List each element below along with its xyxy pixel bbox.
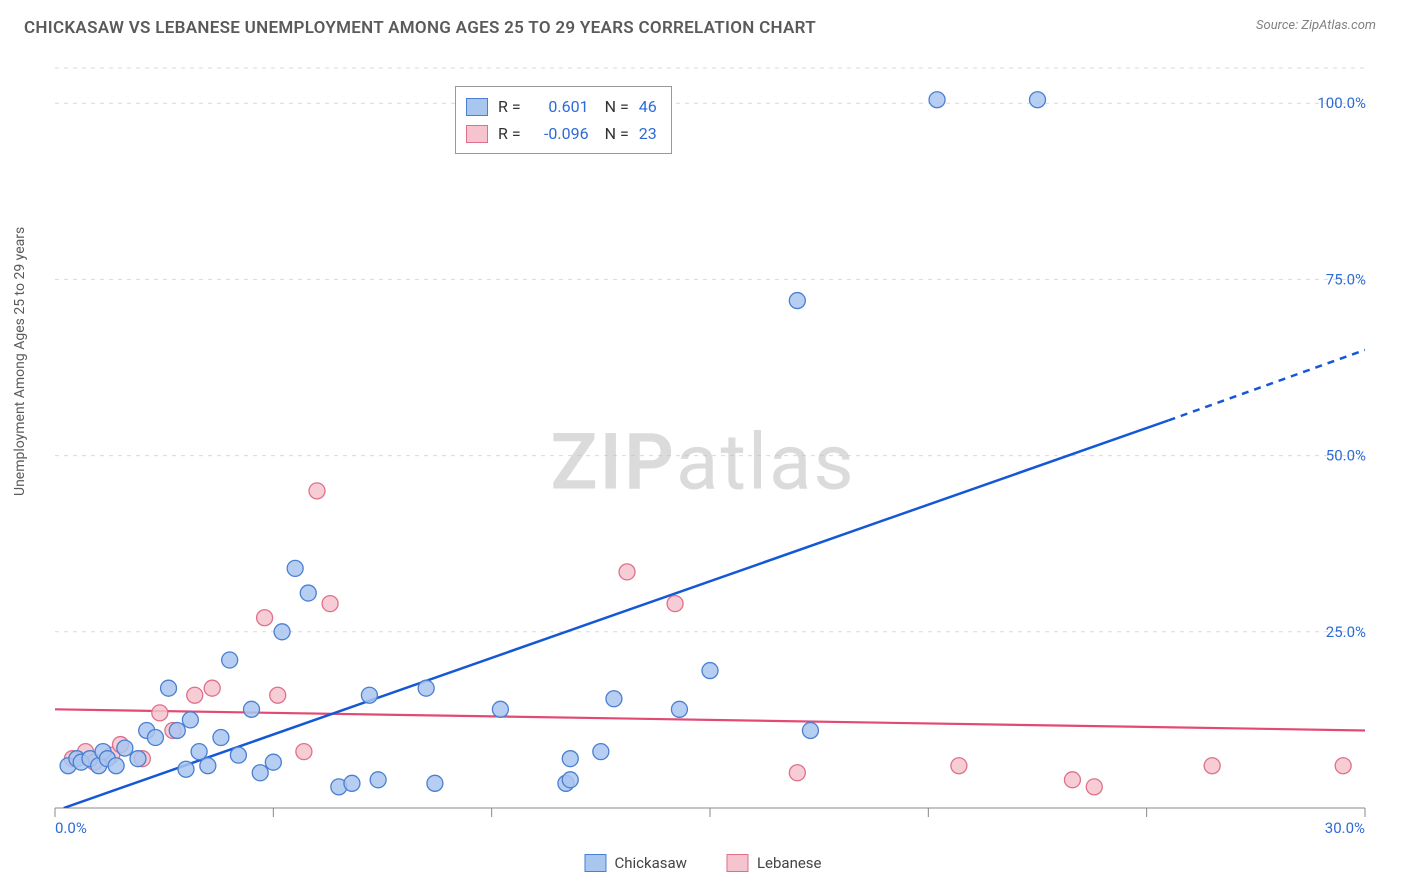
n-value: 23 xyxy=(639,120,657,147)
legend-swatch xyxy=(584,854,606,872)
r-value: -0.096 xyxy=(531,120,589,147)
legend-swatch xyxy=(466,125,488,143)
svg-text:0.0%: 0.0% xyxy=(55,819,87,837)
stats-legend-box: R =0.601N =46R =-0.096N =23 xyxy=(455,86,672,154)
header: CHICKASAW VS LEBANESE UNEMPLOYMENT AMONG… xyxy=(0,0,1406,48)
chart-container: Unemployment Among Ages 25 to 29 years 2… xyxy=(0,48,1406,878)
chart-title: CHICKASAW VS LEBANESE UNEMPLOYMENT AMONG… xyxy=(24,18,816,38)
svg-text:50.0%: 50.0% xyxy=(1326,447,1366,465)
legend-item: Lebanese xyxy=(727,854,822,872)
legend-label: Chickasaw xyxy=(614,854,686,872)
r-value: 0.601 xyxy=(531,93,589,120)
svg-text:75.0%: 75.0% xyxy=(1326,270,1366,288)
bottom-legend: Chickasaw Lebanese xyxy=(584,854,821,872)
legend-swatch xyxy=(727,854,749,872)
legend-label: Lebanese xyxy=(757,854,822,872)
y-axis-label: Unemployment Among Ages 25 to 29 years xyxy=(12,227,28,496)
svg-text:30.0%: 30.0% xyxy=(1325,819,1365,837)
n-value: 46 xyxy=(639,93,657,120)
scatter-plot: 25.0% 50.0% 75.0% 100.0% 0.0% 30.0% xyxy=(45,48,1385,838)
svg-text:100.0%: 100.0% xyxy=(1317,94,1366,112)
stats-row: R =-0.096N =23 xyxy=(466,120,657,147)
stats-row: R =0.601N =46 xyxy=(466,93,657,120)
svg-text:25.0%: 25.0% xyxy=(1326,623,1366,641)
source-attribution: Source: ZipAtlas.com xyxy=(1256,18,1376,33)
legend-item: Chickasaw xyxy=(584,854,686,872)
legend-swatch xyxy=(466,98,488,116)
